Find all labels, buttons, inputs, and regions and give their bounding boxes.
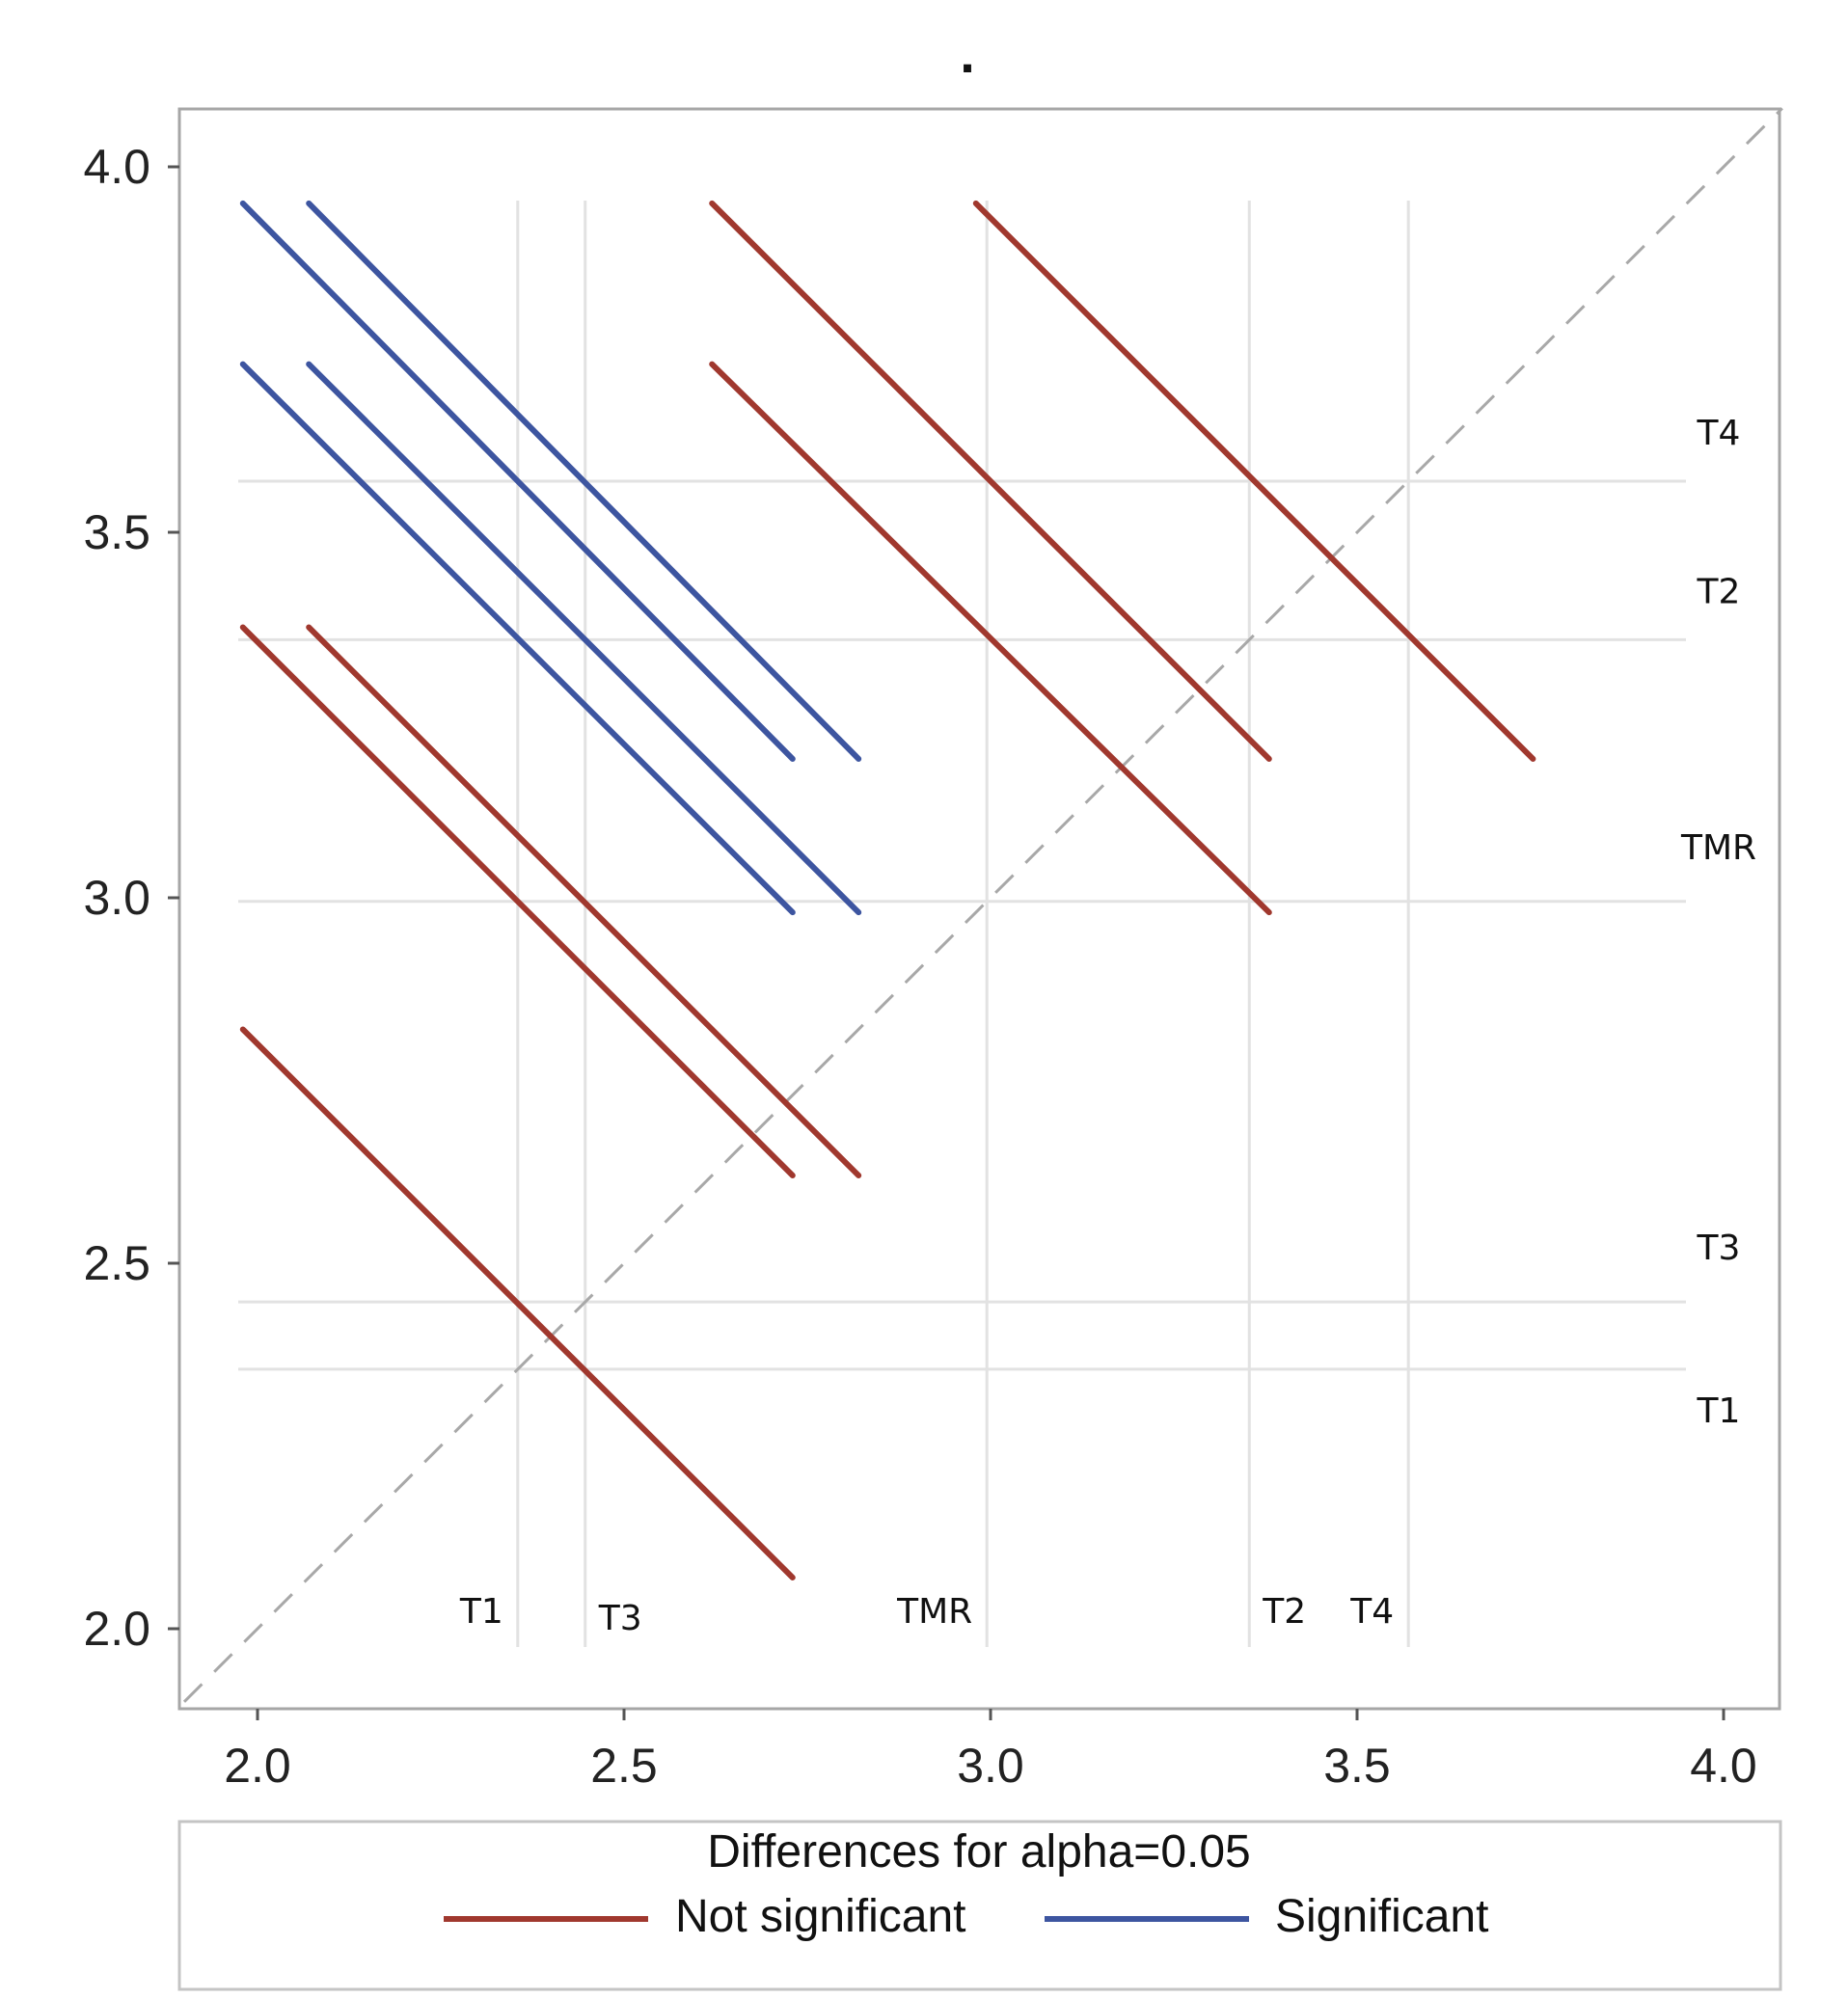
y-treatment-label-tmr: TMR bbox=[1680, 828, 1756, 868]
x-treatment-label-t2: T2 bbox=[1262, 1592, 1306, 1632]
not-significant-segment-8 bbox=[709, 361, 1272, 916]
x-tick-label-4-0: 4.0 bbox=[1690, 1739, 1757, 1793]
significant-segment-2 bbox=[306, 361, 862, 916]
x-treatment-label-t3: T3 bbox=[598, 1599, 642, 1638]
not-significant-segment-6 bbox=[239, 1026, 796, 1580]
chart-title: . bbox=[960, 23, 975, 84]
y-tick-label-2-0: 2.0 bbox=[83, 1602, 150, 1656]
x-tick-label-3-0: 3.0 bbox=[957, 1739, 1024, 1793]
y-treatment-label-t4: T4 bbox=[1697, 414, 1741, 453]
y-tick-label-3-0: 3.0 bbox=[83, 871, 150, 925]
x-treatment-label-t4: T4 bbox=[1349, 1592, 1394, 1632]
plot-area: T1 T1 T3 T3 TMR TMR T2 T2 T4 T4 2.0 2.5 3.0 3.5 4.0 2.0… bbox=[83, 107, 1783, 1793]
x-tick-label-2-0: 2.0 bbox=[224, 1739, 291, 1793]
significant-segment-0 bbox=[306, 200, 862, 762]
x-tick-label-3-5: 3.5 bbox=[1323, 1739, 1391, 1793]
x-treatment-label-t1: T1 bbox=[459, 1592, 503, 1632]
legend-label-not-significant: Not significant bbox=[675, 1891, 965, 1942]
legend: Differences for alpha=0.05 Not significa… bbox=[177, 1820, 1782, 1991]
not-significant-segment-4 bbox=[306, 624, 862, 1179]
diagonal-reference-line bbox=[182, 107, 1783, 1703]
x-tick-label-2-5: 2.5 bbox=[590, 1739, 658, 1793]
significant-segment-1 bbox=[239, 200, 796, 762]
significant-segment-3 bbox=[239, 361, 796, 916]
y-tick-label-4-0: 4.0 bbox=[83, 140, 150, 194]
not-significant-segment-7 bbox=[709, 200, 1272, 762]
legend-frame bbox=[177, 1820, 1782, 1991]
legend-title: Differences for alpha=0.05 bbox=[707, 1826, 1250, 1877]
not-significant-segment-9 bbox=[972, 200, 1536, 762]
legend-label-significant: Significant bbox=[1275, 1891, 1488, 1942]
x-treatment-label-tmr: TMR bbox=[896, 1592, 972, 1632]
y-tick-label-2-5: 2.5 bbox=[83, 1236, 150, 1290]
not-significant-segment-5 bbox=[239, 624, 796, 1179]
plot-frame bbox=[177, 107, 1781, 1711]
y-tick-label-3-5: 3.5 bbox=[83, 505, 150, 559]
y-treatment-label-t3: T3 bbox=[1697, 1229, 1741, 1268]
y-treatment-label-t1: T1 bbox=[1697, 1391, 1741, 1431]
y-treatment-label-t2: T2 bbox=[1697, 572, 1741, 611]
